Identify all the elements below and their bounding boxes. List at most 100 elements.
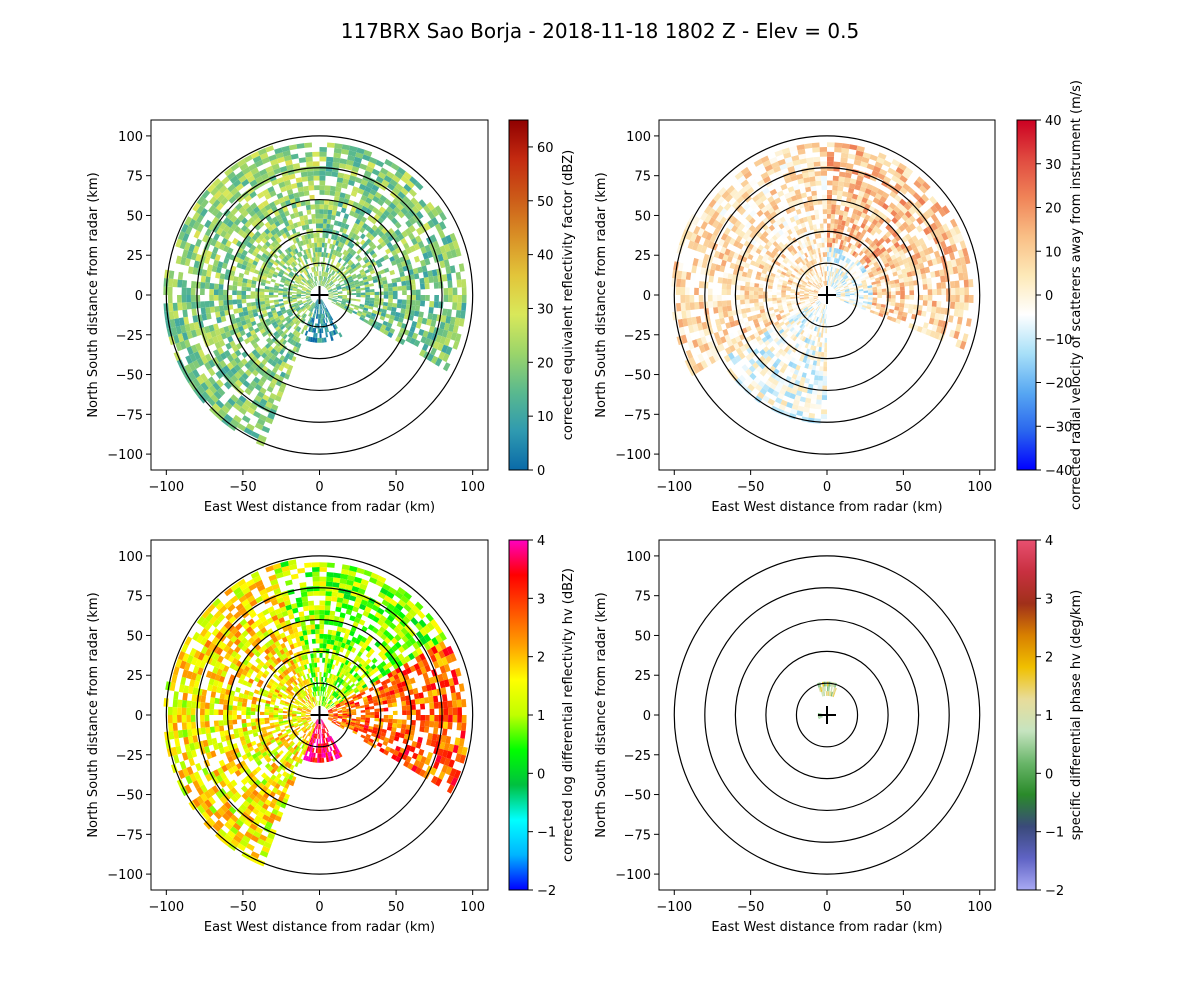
echo-cell	[786, 301, 792, 304]
echo-cell	[291, 340, 297, 346]
echo-cell	[452, 340, 460, 350]
echo-cell	[349, 615, 356, 622]
echo-cell	[376, 663, 383, 671]
echo-cell	[435, 247, 442, 256]
echo-cell	[924, 266, 931, 274]
echo-cell	[715, 204, 724, 214]
echo-cell	[733, 240, 740, 248]
echo-cell	[863, 248, 870, 255]
echo-cell	[840, 271, 845, 277]
echo-cell	[423, 633, 432, 643]
echo-cell	[860, 277, 866, 282]
echo-cell	[784, 224, 791, 231]
echo-cell	[862, 254, 868, 260]
echo-cell	[313, 252, 316, 258]
echo-cell	[399, 312, 405, 319]
echo-cell	[726, 289, 731, 295]
echo-cell	[420, 259, 426, 267]
echo-cell	[824, 337, 827, 343]
echo-cell	[305, 296, 311, 298]
echo-cell	[310, 283, 315, 288]
echo-cell	[251, 333, 258, 340]
echo-cell	[326, 663, 330, 669]
echo-cell	[395, 603, 404, 612]
echo-cell	[241, 415, 251, 424]
echo-cell	[708, 275, 714, 283]
echo-cell	[284, 363, 290, 370]
echo-cell	[223, 305, 229, 311]
echo-cell	[793, 369, 800, 376]
echo-cell	[837, 190, 843, 196]
echo-cell	[254, 365, 262, 373]
echo-cell	[267, 274, 273, 279]
echo-cell	[189, 322, 196, 331]
echo-cell	[823, 281, 826, 286]
echo-cell	[263, 249, 270, 256]
echo-cell	[907, 187, 916, 196]
echo-cell	[200, 373, 208, 382]
echo-cell	[319, 175, 326, 181]
echo-cell	[250, 291, 256, 295]
echo-cell	[336, 695, 341, 700]
echo-cell	[192, 378, 201, 388]
echo-cell	[326, 286, 331, 290]
echo-cell	[190, 295, 196, 302]
echo-cell	[843, 181, 850, 188]
echo-cell	[334, 267, 339, 272]
echo-cell	[426, 201, 435, 211]
echo-cell	[302, 300, 308, 304]
echo-cell	[358, 640, 365, 647]
echo-cell	[767, 206, 775, 214]
echo-cell	[193, 230, 201, 239]
echo-cell	[374, 295, 380, 299]
echo-cell	[946, 288, 951, 295]
echo-cell	[839, 162, 848, 168]
echo-cell	[294, 313, 299, 318]
echo-cell	[872, 225, 879, 232]
echo-cell	[799, 268, 805, 273]
echo-cell	[822, 390, 827, 396]
echo-cell	[365, 658, 372, 665]
echo-cell	[430, 645, 439, 655]
echo-cell	[849, 268, 855, 273]
echo-cell	[324, 277, 327, 282]
echo-cell	[880, 246, 887, 253]
echo-cell	[383, 629, 391, 637]
echo-cell	[278, 218, 284, 225]
echo-cell	[880, 306, 886, 312]
echo-cell	[457, 295, 462, 303]
echo-cell	[333, 294, 338, 295]
echo-cell	[375, 175, 384, 184]
echo-cell	[772, 204, 779, 211]
echo-cell	[283, 328, 289, 334]
echo-cell	[959, 295, 965, 303]
echo-cell	[204, 228, 212, 237]
echo-cell	[901, 268, 907, 274]
echo-cell	[827, 252, 830, 257]
echo-cell	[820, 276, 823, 282]
echo-cell	[827, 280, 829, 286]
echo-cell	[701, 230, 709, 239]
echo-cell	[808, 293, 814, 295]
echo-cell	[323, 247, 327, 253]
echo-cell	[238, 206, 246, 214]
echo-cell	[213, 289, 219, 295]
echo-cell	[717, 295, 722, 301]
echo-cell	[835, 280, 840, 285]
echo-cell	[244, 387, 252, 396]
echo-cell	[832, 185, 838, 191]
echo-cell	[285, 159, 293, 166]
echo-cell	[420, 703, 426, 710]
echo-cell	[922, 181, 931, 191]
echo-cell	[252, 410, 262, 419]
echo-cell	[705, 232, 713, 241]
echo-cell	[288, 272, 294, 277]
echo-cell	[835, 268, 839, 274]
echo-cell	[838, 276, 843, 281]
echo-cell	[408, 216, 417, 225]
echo-cell	[703, 238, 710, 248]
echo-cell	[799, 187, 806, 194]
echo-cell	[908, 280, 914, 286]
echo-cell	[319, 213, 324, 219]
echo-cell	[241, 178, 250, 187]
